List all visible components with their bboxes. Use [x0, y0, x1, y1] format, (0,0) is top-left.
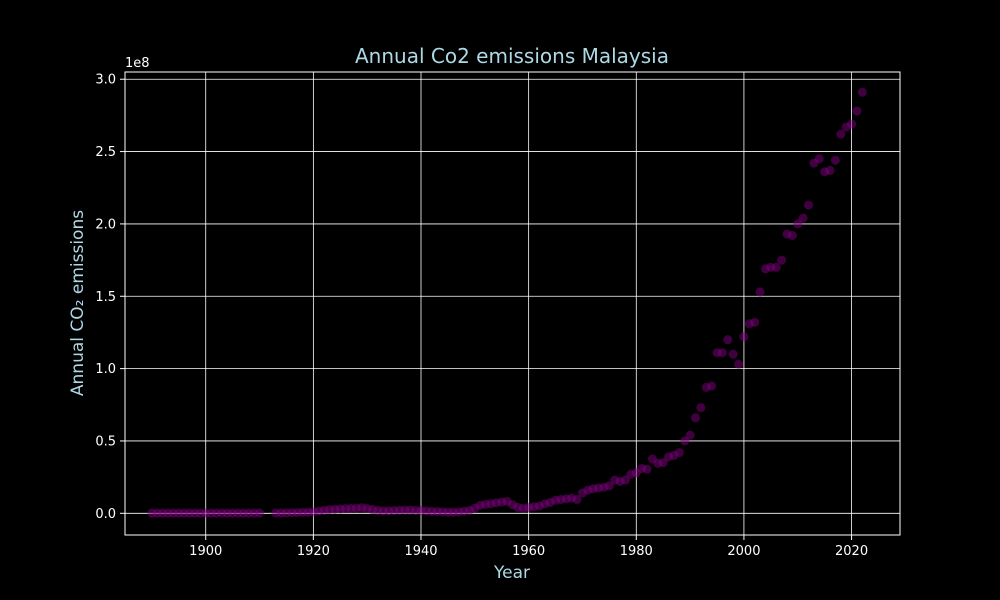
- data-point: [771, 262, 781, 272]
- y-tick-label: 0.5: [95, 434, 116, 449]
- data-point: [658, 458, 668, 468]
- plot-frame: [124, 71, 901, 536]
- data-point: [852, 106, 862, 116]
- data-point: [255, 508, 265, 518]
- y-tick-label: 2.5: [95, 145, 116, 160]
- data-point: [777, 255, 787, 265]
- y-tick-label: 1.0: [95, 362, 116, 377]
- x-tick-label: 1900: [189, 544, 222, 559]
- axis-ticks: 1900 1920 1940 1960 1980 2000 2020 0.0 0.5 1.0 1.5…: [95, 73, 868, 559]
- data-point: [798, 213, 808, 223]
- data-point: [847, 119, 857, 129]
- x-axis-label: Year: [493, 563, 530, 583]
- data-point: [787, 230, 797, 240]
- data-point: [734, 359, 744, 369]
- data-point: [830, 155, 840, 165]
- data-point: [707, 381, 717, 391]
- data-point: [604, 481, 614, 491]
- data-point: [793, 219, 803, 229]
- chart-title: Annual Co2 emissions Malaysia: [355, 44, 669, 68]
- data-point: [739, 332, 749, 342]
- data-point: [690, 413, 700, 423]
- data-point: [857, 87, 867, 97]
- y-offset-label: 1e8: [125, 56, 150, 71]
- data-point: [642, 464, 652, 474]
- x-tick-label: 2000: [727, 544, 760, 559]
- y-tick-label: 1.5: [95, 290, 116, 305]
- x-tick-label: 1920: [297, 544, 330, 559]
- data-point: [723, 335, 733, 345]
- data-point: [814, 154, 824, 164]
- data-point: [680, 436, 690, 446]
- data-points: [147, 87, 867, 518]
- data-point: [836, 129, 846, 139]
- data-point: [825, 165, 835, 175]
- y-axis-label: Annual CO₂ emissions: [68, 210, 88, 396]
- data-point: [750, 317, 760, 327]
- data-point: [717, 348, 727, 358]
- data-point: [755, 287, 765, 297]
- y-tick-label: 0.0: [95, 507, 116, 522]
- data-point: [674, 448, 684, 458]
- data-point: [572, 495, 582, 505]
- x-tick-label: 1980: [620, 544, 653, 559]
- data-point: [728, 349, 738, 359]
- x-tick-label: 1960: [512, 544, 545, 559]
- data-point: [804, 200, 814, 210]
- data-point: [696, 403, 706, 413]
- y-tick-label: 3.0: [95, 73, 116, 88]
- x-tick-label: 2020: [835, 544, 868, 559]
- y-tick-label: 2.0: [95, 217, 116, 232]
- data-point: [621, 475, 631, 485]
- x-tick-label: 1940: [404, 544, 437, 559]
- data-point: [685, 430, 695, 440]
